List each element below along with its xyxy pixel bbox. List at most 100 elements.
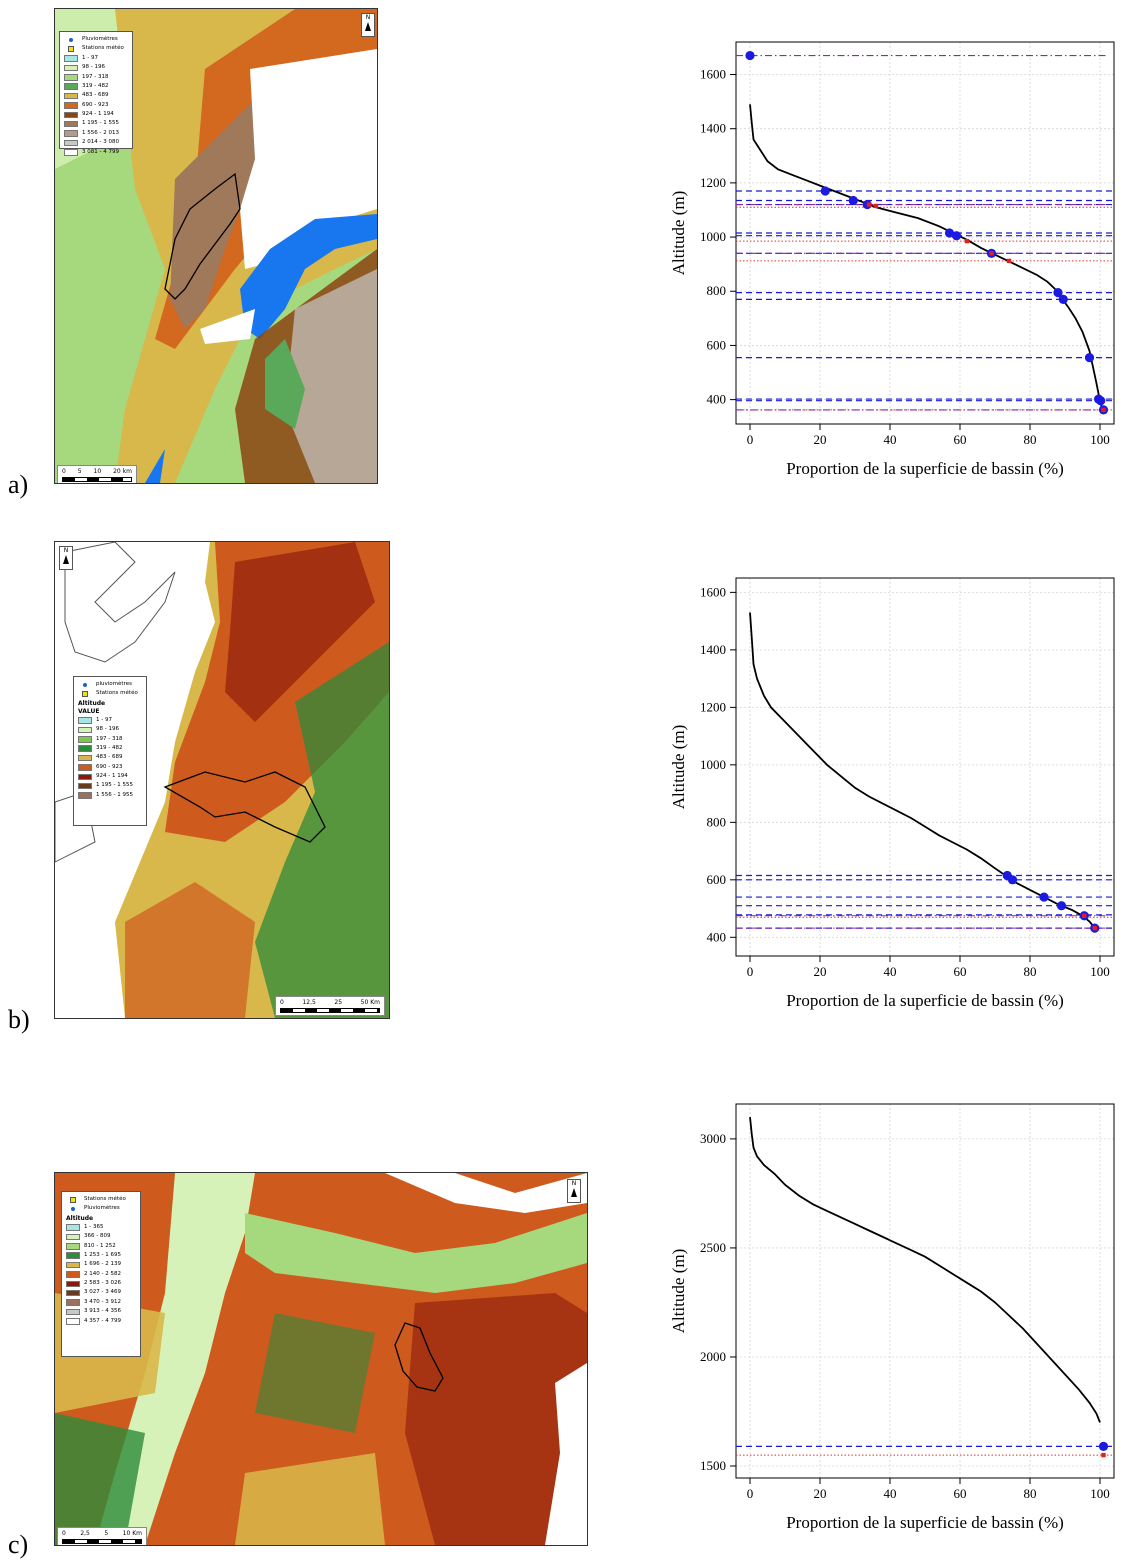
legend-class-label: 690 - 923	[82, 101, 109, 108]
weather-station-point	[1092, 925, 1097, 931]
legend-swatch	[66, 1289, 80, 1297]
legend-class-label: 810 - 1 252	[84, 1242, 116, 1249]
terrain-map-c-art	[55, 1173, 587, 1545]
y-tick-label: 2500	[700, 1240, 726, 1255]
legend-title: Altitude	[78, 699, 106, 707]
hypsometric-chart-a: 0 20 40 60 80 100 400 600 800 1000 1200 1400 1600 Pro…	[660, 30, 1126, 505]
x-axis-label: Proportion de la superficie de bassin (%…	[786, 459, 1064, 478]
weather-station-point	[1082, 913, 1087, 918]
legend-swatch	[66, 1252, 80, 1259]
legend-class-row: 810 - 1 252	[66, 1242, 136, 1251]
legend-class-label: 3 913 - 4 356	[84, 1308, 121, 1315]
map-legend-a: Pluviomètres Stations météo 1 - 97 98 - 1…	[59, 31, 133, 156]
legend-class-label: 319 - 482	[82, 82, 109, 89]
legend-class-label: 1 195 - 1 555	[96, 782, 133, 789]
y-tick-label: 1000	[700, 757, 726, 772]
legend-swatch	[66, 1280, 80, 1288]
rain-gauge-point	[944, 228, 955, 238]
legend-swatch	[64, 55, 78, 62]
legend-swatch	[64, 111, 78, 119]
weather-station-point	[1101, 1452, 1106, 1458]
legend-class-row: 98 - 196	[64, 63, 128, 72]
legend-class-label: 3 027 - 3 469	[84, 1289, 121, 1296]
legend-class-label: 1 - 97	[82, 54, 98, 61]
y-tick-label: 2000	[700, 1349, 726, 1364]
legend-swatch	[78, 745, 92, 752]
x-tick-label: 20	[814, 964, 827, 979]
legend-class-label: 2 140 - 2 582	[84, 1270, 121, 1277]
plot-frame	[735, 1103, 1115, 1479]
x-tick-label: 20	[814, 432, 827, 447]
legend-class-label: 483 - 689	[82, 92, 109, 99]
y-tick-label: 1000	[700, 229, 726, 244]
weather-station-point	[964, 238, 970, 244]
legend-class-label: 690 - 923	[96, 763, 123, 770]
rain-gauge-point	[1058, 294, 1068, 304]
x-tick-label: 0	[747, 964, 754, 979]
legend-class-label: 3 470 - 3 912	[84, 1298, 121, 1305]
legend-class-row: 319 - 482	[64, 82, 128, 91]
legend-class-row: 690 - 923	[64, 101, 128, 110]
rain-gauge-point	[1098, 1441, 1109, 1451]
x-tick-label: 60	[954, 1486, 967, 1501]
legend-weather-station: Stations météo	[66, 1195, 136, 1204]
legend-swatch	[78, 717, 92, 724]
legend-class-label: 3 081 - 4 799	[82, 148, 119, 155]
legend-rain-gauge: pluviomètres	[78, 680, 142, 689]
legend-class-row: 1 556 - 1 955	[78, 791, 142, 800]
plot-frame	[735, 577, 1115, 957]
legend-class-label: 1 253 - 1 695	[84, 1251, 121, 1258]
legend-class-label: 1 - 97	[96, 716, 112, 723]
legend-class-label: 1 556 - 1 955	[96, 791, 133, 798]
legend-swatch	[66, 1224, 80, 1231]
legend-class-label: 1 556 - 2 013	[82, 129, 119, 136]
legend-class-label: 366 - 809	[84, 1233, 111, 1240]
legend-class-label: 483 - 689	[96, 754, 123, 761]
terrain-map-a: Pluviomètres Stations météo 1 - 97 98 - 1…	[54, 8, 378, 484]
legend-class-row: 1 - 97	[64, 54, 128, 63]
legend-class-row: 2 583 - 3 026	[66, 1279, 136, 1288]
legend-class-row: 483 - 689	[64, 91, 128, 100]
legend-class-row: 197 - 318	[78, 735, 142, 744]
weather-station-point	[873, 203, 879, 209]
y-tick-label: 800	[707, 814, 727, 829]
legend-class-row: 1 - 365	[66, 1223, 136, 1232]
y-tick-label: 400	[707, 929, 727, 944]
y-tick-label: 600	[707, 337, 727, 352]
rain-gauge-dot-icon	[71, 1207, 75, 1212]
legend-class-label: 2 583 - 3 026	[84, 1280, 121, 1287]
terrain-map-b: pluviomètres Stations météo Altitude VAL…	[54, 541, 390, 1019]
north-arrow-icon: N	[361, 13, 375, 37]
north-arrow-icon: N	[567, 1179, 581, 1203]
scale-bar-c: 0 2,5 5 10 Km	[57, 1527, 147, 1545]
legend-swatch	[78, 736, 92, 743]
rain-gauge-point	[1053, 288, 1063, 298]
weather-station-point	[989, 251, 994, 256]
legend-class-row: 2 140 - 2 582	[66, 1270, 136, 1279]
legend-class-label: 98 - 196	[82, 64, 105, 71]
x-tick-label: 40	[884, 964, 897, 979]
legend-swatch	[66, 1233, 80, 1241]
y-tick-label: 1600	[700, 584, 726, 599]
legend-class-row: 483 - 689	[78, 753, 142, 762]
legend-weather-station: Stations météo	[64, 44, 128, 53]
legend-title: Altitude	[66, 1214, 94, 1222]
x-tick-label: 80	[1024, 1486, 1037, 1501]
legend-swatch	[64, 92, 78, 100]
y-tick-label: 1500	[700, 1458, 726, 1473]
weather-station-point	[1101, 407, 1106, 413]
hypsometric-chart-a-svg: 0 20 40 60 80 100 400 600 800 1000 1200 1400 1600 Pro…	[669, 41, 1115, 478]
panel-letter-b: b)	[8, 1005, 30, 1034]
x-tick-label: 60	[954, 964, 967, 979]
legend-swatch	[66, 1299, 80, 1306]
y-tick-label: 1600	[700, 67, 726, 82]
legend-classes-c: 1 - 365 366 - 809 810 - 1 252 1 253 - 1 695…	[66, 1223, 136, 1326]
hypsometric-chart-c-svg: 0 20 40 60 80 100 1500 2000 2500 3000 Proportion d…	[669, 1103, 1115, 1532]
weather-station-point	[1006, 258, 1012, 264]
y-axis-label: Altitude (m)	[669, 191, 688, 276]
panel-letter-a: a)	[8, 470, 29, 499]
rain-gauge-point	[1039, 892, 1049, 902]
legend-swatch	[78, 773, 92, 781]
map-legend-b: pluviomètres Stations météo Altitude VAL…	[73, 676, 147, 826]
x-tick-label: 20	[814, 1486, 827, 1501]
